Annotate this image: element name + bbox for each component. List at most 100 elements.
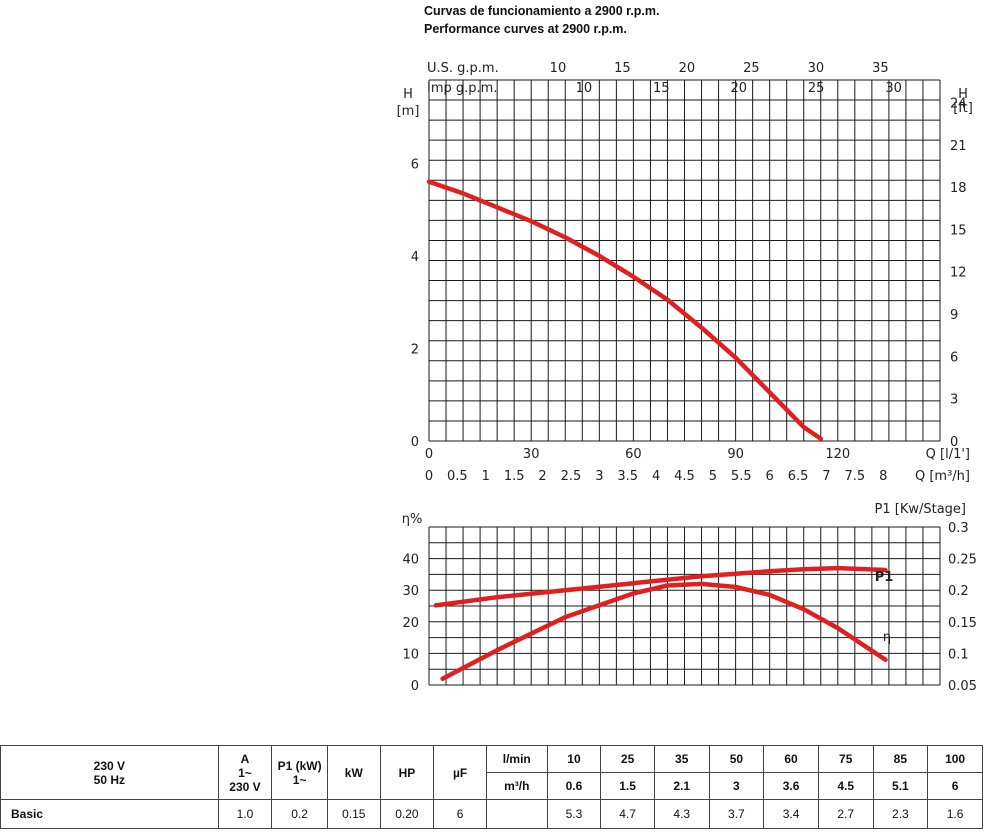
y-tick-label: 4 [411, 250, 419, 265]
us-gpm-tick-label: 25 [743, 61, 760, 76]
lmin-value: 75 [817, 745, 874, 773]
imp-gpm-tick-label: 30 [885, 81, 902, 96]
head-value: 2.7 [817, 799, 874, 829]
us-gpm-tick-label: 15 [614, 61, 631, 76]
m3h-value: 3 [708, 772, 765, 800]
model-name: Basic [0, 799, 219, 829]
y2-tick-label: 18 [950, 181, 967, 196]
x-tick-label: 90 [727, 447, 744, 462]
m3h-header: m³/h [485, 772, 548, 800]
p1-header: P1 (kW) 1~ [271, 745, 328, 800]
x2-tick-label: 8 [879, 469, 887, 484]
p1-value: 0.2 [271, 799, 328, 829]
head-value: 4.3 [653, 799, 710, 829]
efficiency-series-label: η [883, 630, 891, 645]
uf-value: 6 [433, 799, 487, 829]
y-tick-label: 10 [402, 647, 419, 662]
x2-tick-label: 0 [425, 469, 433, 484]
y2-axis-unit: [ft] [953, 101, 973, 116]
voltage-header: 230 V 50 Hz [0, 745, 219, 800]
us-gpm-label: U.S. g.p.m. [427, 61, 499, 76]
y2-tick-label: 0.1 [948, 647, 969, 662]
head-curve-line [426, 179, 824, 441]
x2-tick-label: 3.5 [617, 469, 638, 484]
us-gpm-tick-label: 20 [679, 61, 696, 76]
y-tick-label: 0 [411, 679, 419, 694]
y-tick-label: 2 [411, 342, 419, 357]
x2-tick-label: 6 [766, 469, 774, 484]
amp-label: A [240, 751, 250, 766]
chart-titles: Curvas de funcionamiento a 2900 r.p.m. P… [424, 2, 660, 38]
y2-tick-label: 12 [950, 266, 967, 281]
imp-gpm-label: Imp g.p.m. [427, 81, 497, 96]
kw-header: kW [326, 745, 381, 800]
head-value: 4.7 [600, 799, 655, 829]
imp-gpm-tick-label: 20 [730, 81, 747, 96]
lmin-value: 50 [708, 745, 765, 773]
frequency-label: 50 Hz [93, 772, 125, 787]
title-english: Performance curves at 2900 r.p.m. [424, 22, 627, 36]
imp-gpm-tick-label: 25 [808, 81, 825, 96]
y2-axis-label: H [958, 87, 968, 102]
uf-header: µF [433, 745, 487, 800]
y2-axis-label: P1 [Kw/Stage] [875, 502, 967, 517]
x2-tick-label: 1 [482, 469, 490, 484]
x2-axis-label: Q [m³/h] [915, 469, 970, 484]
y2-tick-label: 15 [950, 223, 967, 238]
y2-tick-label: 21 [950, 139, 967, 154]
y2-tick-label: 0.25 [948, 553, 977, 568]
x2-tick-label: 4 [652, 469, 660, 484]
y-axis-label: η% [402, 512, 423, 527]
x2-tick-label: 5.5 [731, 469, 752, 484]
y2-tick-label: 0.15 [948, 616, 977, 631]
voltage-label: 230 V [93, 758, 125, 773]
lmin-value: 85 [872, 745, 929, 773]
x2-tick-label: 1.5 [504, 469, 525, 484]
x-tick-label: 60 [625, 447, 642, 462]
x2-tick-label: 7 [822, 469, 830, 484]
m3h-value: 2.1 [653, 772, 710, 800]
x2-tick-label: 4.5 [674, 469, 695, 484]
lmin-value: 10 [546, 745, 602, 773]
m3h-value: 1.5 [600, 772, 655, 800]
lmin-value: 35 [653, 745, 710, 773]
kw-value: 0.15 [326, 799, 381, 829]
y2-tick-label: 0.2 [948, 584, 969, 599]
p1-series-label: P1 [875, 570, 894, 585]
hp-value: 0.20 [379, 799, 435, 829]
x2-tick-label: 7.5 [844, 469, 865, 484]
y-tick-label: 30 [402, 584, 419, 599]
m3h-value: 5.1 [872, 772, 929, 800]
y2-tick-label: 24 [950, 96, 967, 111]
us-gpm-tick-label: 30 [808, 61, 825, 76]
head-value: 3.7 [708, 799, 765, 829]
imp-gpm-tick-label: 10 [576, 81, 593, 96]
y2-tick-label: 9 [950, 308, 958, 323]
p1-phase-label: 1~ [292, 772, 307, 787]
x-tick-label: 30 [523, 447, 540, 462]
imp-gpm-tick-label: 15 [653, 81, 670, 96]
y-tick-label: 6 [411, 157, 419, 172]
m3h-value: 4.5 [817, 772, 874, 800]
hp-header: HP [379, 745, 435, 800]
y-tick-label: 40 [402, 553, 419, 568]
spec-table: 230 V 50 Hz A 1~ 230 V P1 (kW) 1~ kW HP … [0, 745, 983, 829]
y-tick-label: 20 [402, 616, 419, 631]
p1-curve-line [433, 565, 888, 608]
m3h-value: 0.6 [546, 772, 602, 800]
y-tick-label: 0 [411, 435, 419, 450]
table-row: Basic 1.0 0.2 0.15 0.20 6 5.3 4.7 4.3 3.… [0, 799, 983, 829]
x2-tick-label: 2.5 [561, 469, 582, 484]
blank-cell [485, 799, 548, 829]
y2-tick-label: 0.3 [948, 521, 969, 536]
x-axis-label: Q [l/1'] [926, 447, 970, 462]
p1-label: P1 (kW) [277, 758, 322, 773]
x2-tick-label: 2 [538, 469, 546, 484]
m3h-value: 6 [927, 772, 983, 800]
x-tick-label: 120 [825, 447, 850, 462]
y-axis-label: H [403, 87, 413, 102]
x2-tick-label: 3 [595, 469, 603, 484]
m3h-value: 3.6 [763, 772, 819, 800]
efficiency-curve-line [440, 581, 888, 681]
